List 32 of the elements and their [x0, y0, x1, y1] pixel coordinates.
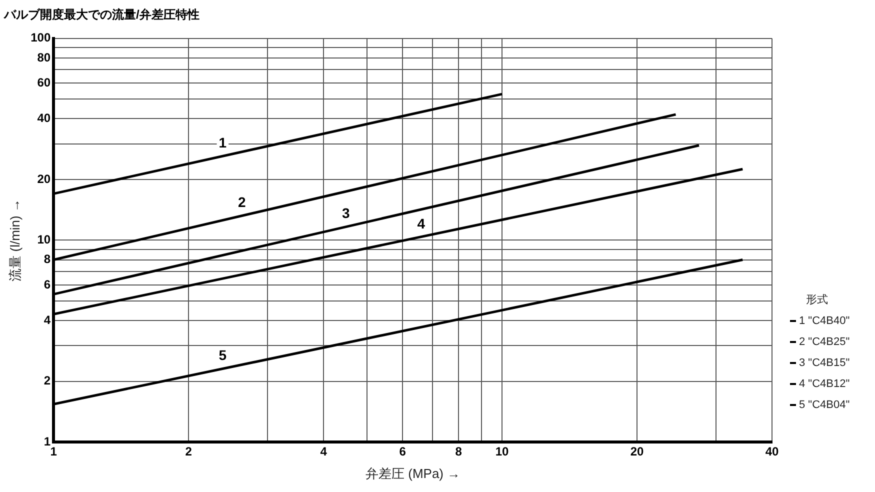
- y-tick-label: 60: [37, 75, 51, 90]
- x-axis-title: 弁差圧 (MPa) →: [366, 466, 460, 481]
- annotation: 4: [417, 215, 426, 232]
- legend-label: 1 "C4B40": [799, 315, 850, 327]
- x-tick-label: 8: [455, 444, 462, 459]
- legend-label: 5 "C4B04": [799, 399, 850, 411]
- y-tick-label: 20: [37, 172, 51, 186]
- x-tick-label: 20: [630, 444, 644, 459]
- x-tick-label: 4: [320, 444, 328, 459]
- y-tick-label: 80: [37, 50, 51, 64]
- y-tick-label: 8: [44, 252, 51, 266]
- legend-label: 4 "C4B12": [799, 378, 850, 390]
- y-tick-label: 2: [44, 374, 51, 388]
- y-tick-label: 6: [44, 277, 51, 292]
- y-tick-label: 10: [37, 232, 51, 247]
- x-tick-label: 10: [495, 444, 510, 459]
- legend-label: 2 "C4B25": [799, 336, 850, 348]
- annotation: 1: [218, 134, 227, 150]
- annotation: 5: [218, 347, 227, 364]
- y-tick-label: 4: [44, 312, 51, 327]
- y-tick-label: 40: [37, 111, 51, 126]
- y-axis-title: 流量 (l/min) →: [7, 199, 22, 282]
- legend-label: 3 "C4B15": [799, 357, 850, 369]
- x-tick-label: 40: [765, 444, 779, 459]
- y-tick-label: 100: [30, 30, 51, 45]
- annotation: 2: [238, 194, 246, 210]
- chart-title: バルブ開度最大での流量/弁差圧特性: [3, 8, 200, 22]
- legend-title: 形式: [805, 293, 829, 308]
- y-tick-label: 1: [44, 434, 51, 448]
- annotation: 3: [342, 204, 350, 221]
- x-tick-label: 6: [399, 444, 406, 459]
- x-tick-label: 2: [185, 444, 192, 459]
